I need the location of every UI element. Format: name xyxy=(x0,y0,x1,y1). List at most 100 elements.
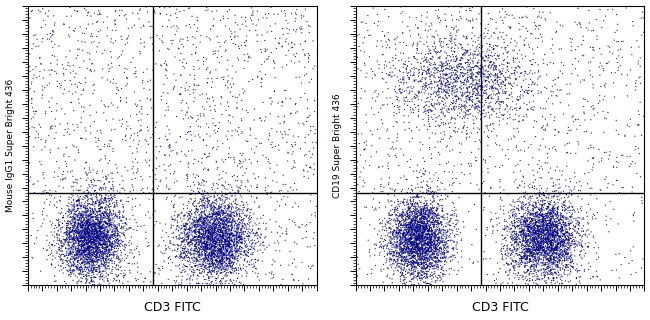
Point xyxy=(426,232,436,237)
Point xyxy=(402,177,412,182)
Point xyxy=(196,244,206,250)
Point xyxy=(190,87,200,92)
Point xyxy=(216,234,227,239)
Point xyxy=(441,90,451,95)
Point xyxy=(411,228,421,233)
Point xyxy=(183,272,193,277)
Point xyxy=(585,264,595,269)
Point xyxy=(424,234,435,239)
Point xyxy=(208,200,218,205)
Point xyxy=(421,84,431,89)
Point xyxy=(77,250,88,255)
Point xyxy=(473,84,484,89)
Point xyxy=(499,227,510,232)
Point xyxy=(213,240,223,245)
Point xyxy=(55,248,66,253)
Point xyxy=(552,215,563,220)
Point xyxy=(246,147,257,152)
Point xyxy=(48,13,58,18)
Point xyxy=(207,243,217,248)
Point xyxy=(405,229,415,234)
Point xyxy=(417,247,427,252)
Point xyxy=(534,68,544,73)
Point xyxy=(567,214,577,220)
Point xyxy=(407,276,417,281)
Point xyxy=(426,236,436,241)
Point xyxy=(538,61,549,66)
Point xyxy=(556,255,566,260)
Point xyxy=(296,95,306,100)
Point xyxy=(238,159,248,164)
Point xyxy=(215,218,226,223)
Point xyxy=(439,187,450,192)
Point xyxy=(140,157,151,163)
Point xyxy=(534,244,544,249)
Point xyxy=(222,80,233,85)
Point xyxy=(488,108,498,113)
Point xyxy=(91,228,101,233)
Point xyxy=(54,238,64,243)
Point xyxy=(580,232,591,237)
Point xyxy=(422,243,432,248)
Point xyxy=(88,259,98,264)
Point xyxy=(406,263,417,268)
Point xyxy=(140,230,151,235)
Point xyxy=(90,212,100,217)
Point xyxy=(84,254,95,260)
Point xyxy=(463,108,473,113)
Point xyxy=(201,220,211,225)
Point xyxy=(529,264,539,269)
Point xyxy=(442,83,452,88)
Point xyxy=(64,259,75,264)
Point xyxy=(276,263,286,268)
Point xyxy=(528,125,539,130)
Point xyxy=(208,224,218,229)
Point xyxy=(564,190,575,195)
Point xyxy=(405,224,415,229)
Point xyxy=(410,213,421,219)
Point xyxy=(122,100,132,105)
Point xyxy=(547,205,558,211)
Point xyxy=(111,239,122,244)
Point xyxy=(221,247,231,252)
Point xyxy=(526,259,537,264)
Point xyxy=(600,177,610,182)
Point xyxy=(565,243,575,248)
Point xyxy=(433,201,443,206)
Point xyxy=(68,263,79,268)
Point xyxy=(102,254,112,260)
Point xyxy=(212,222,222,227)
Point xyxy=(415,246,425,252)
Point xyxy=(536,164,547,169)
Point xyxy=(376,182,386,187)
Point xyxy=(532,224,543,229)
Point xyxy=(638,10,648,15)
Point xyxy=(225,190,235,195)
Point xyxy=(280,202,291,207)
Point xyxy=(81,248,91,253)
Point xyxy=(84,239,95,244)
Point xyxy=(164,146,175,151)
Point xyxy=(439,255,449,260)
Point xyxy=(409,247,419,252)
Point xyxy=(434,236,445,241)
Point xyxy=(231,248,242,253)
Point xyxy=(408,261,418,266)
Point xyxy=(561,223,571,228)
Point xyxy=(412,241,423,246)
Point xyxy=(511,251,521,256)
Point xyxy=(29,89,40,94)
Point xyxy=(421,224,431,229)
Point xyxy=(81,227,92,232)
Point xyxy=(229,256,240,261)
Point xyxy=(382,218,392,223)
Point xyxy=(94,242,105,247)
Point xyxy=(90,265,101,270)
Point xyxy=(593,255,604,260)
Point xyxy=(413,210,424,215)
Point xyxy=(540,248,551,253)
Point xyxy=(94,245,105,250)
Point xyxy=(454,62,464,67)
Point xyxy=(432,275,443,280)
Point xyxy=(86,231,96,236)
